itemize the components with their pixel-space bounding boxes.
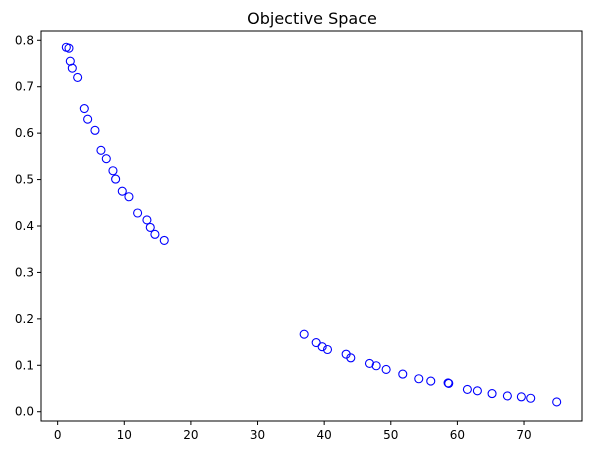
data-point [381,364,391,375]
plot-frame [40,30,583,422]
x-tick-label: 70 [516,428,531,442]
data-point [414,374,424,384]
y-tick-label: 0.8 [15,33,34,47]
data-point [472,386,482,396]
data-point [73,72,83,82]
data-point [322,344,333,355]
data-point [101,154,111,164]
x-tick-label: 50 [383,428,398,442]
y-tick-label: 0.2 [15,312,34,326]
data-point [487,389,497,399]
data-point [64,43,74,53]
data-point [371,361,381,371]
data-point [108,166,118,176]
data-points [61,42,562,407]
data-point [150,229,160,239]
data-point [462,384,472,394]
y-tick-label: 0.1 [15,358,34,372]
x-axis: 0 10 20 30 40 50 60 70 [54,421,532,442]
x-tick-label: 40 [317,428,332,442]
y-tick-label: 0.7 [15,80,34,94]
data-point [159,235,169,245]
y-tick-label: 0.5 [15,173,34,187]
data-point [117,186,127,196]
data-point [299,329,309,339]
data-point [142,215,152,225]
data-point [83,114,93,124]
data-point [311,337,321,348]
data-point [124,192,134,202]
data-point [65,56,75,66]
data-point [317,342,327,352]
data-point [96,145,106,155]
data-point [133,208,143,218]
x-tick-label: 10 [117,428,132,442]
data-point [111,174,121,184]
chart-title: Objective Space [247,9,377,28]
x-tick-label: 20 [183,428,198,442]
y-axis: 0.0 0.1 0.2 0.3 0.4 0.5 0.6 0.7 0.8 [15,33,41,419]
data-point [79,103,89,114]
x-tick-label: 30 [250,428,265,442]
data-point [552,397,562,407]
data-point [398,369,408,379]
data-point [90,125,100,135]
y-tick-label: 0.0 [15,405,34,419]
x-tick-label: 60 [450,428,465,442]
data-point [526,393,536,403]
data-point [145,222,155,232]
data-point [346,353,356,363]
data-point [444,378,454,388]
data-point [67,63,77,73]
y-tick-label: 0.3 [15,265,34,279]
data-point [364,358,375,368]
data-point [502,391,512,401]
y-tick-label: 0.6 [15,126,34,140]
x-tick-label: 0 [54,428,62,442]
data-point [516,392,526,402]
axes [40,30,583,422]
data-point [426,376,436,386]
y-tick-label: 0.4 [15,219,34,233]
